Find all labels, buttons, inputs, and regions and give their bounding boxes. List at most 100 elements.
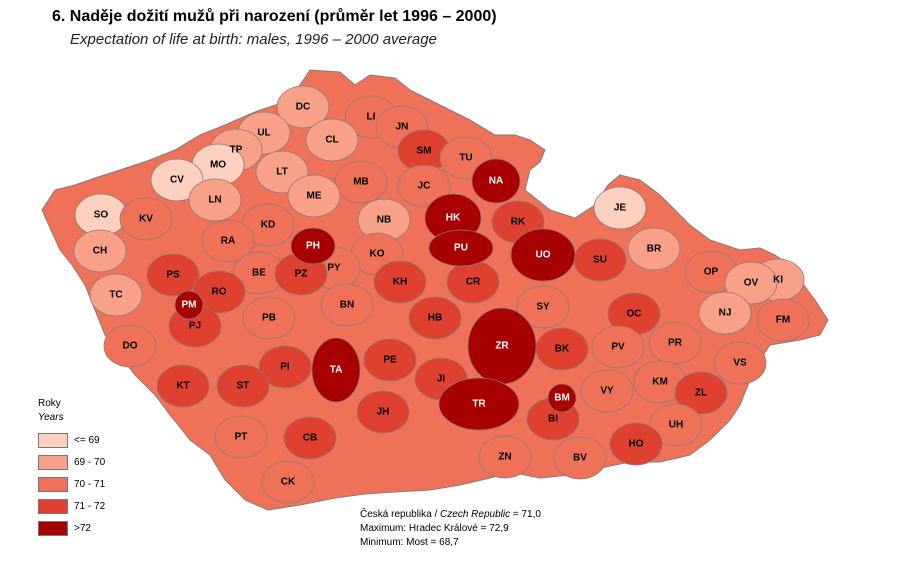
- legend-label: 71 - 72: [74, 500, 106, 512]
- district-label-ta: TA: [330, 365, 343, 376]
- district-jc: [397, 164, 451, 208]
- district-ra: [201, 219, 255, 263]
- district-ch: [73, 229, 127, 273]
- district-label-pu: PU: [454, 243, 468, 254]
- district-label-tc: TC: [109, 290, 122, 301]
- district-ps: [146, 253, 200, 297]
- district-label-fm: FM: [776, 315, 790, 326]
- district-label-ps: PS: [166, 270, 180, 281]
- district-label-kt: KT: [176, 381, 189, 392]
- legend-swatch: [38, 454, 68, 470]
- district-jh: [356, 390, 410, 434]
- district-kv: [119, 197, 173, 241]
- minimum-stat: Minimum: Most = 68,7: [360, 537, 459, 548]
- district-label-vy: VY: [600, 386, 614, 397]
- district-label-sm: SM: [417, 146, 432, 157]
- district-cb: [283, 416, 337, 460]
- district-label-do: DO: [123, 341, 138, 352]
- district-label-st: ST: [237, 381, 250, 392]
- district-label-pv: PV: [611, 342, 625, 353]
- district-ck: [261, 460, 315, 504]
- district-label-pb: PB: [262, 313, 276, 324]
- district-bv: [553, 436, 607, 480]
- district-label-oc: OC: [627, 309, 642, 320]
- legend-swatch: [38, 432, 68, 448]
- district-label-bm: BM: [554, 393, 570, 404]
- district-label-be: BE: [252, 268, 266, 279]
- district-label-mb: MB: [353, 177, 369, 188]
- legend-item: 69 - 70: [38, 451, 105, 473]
- district-cl: [305, 118, 359, 162]
- district-ph: [290, 227, 336, 265]
- district-st: [216, 364, 270, 408]
- legend-label: 70 - 71: [74, 478, 106, 490]
- legend-item: 71 - 72: [38, 495, 105, 517]
- district-label-ra: RA: [221, 236, 235, 247]
- district-label-kv: KV: [139, 214, 153, 225]
- district-zn: [478, 435, 532, 479]
- district-label-ul: UL: [257, 128, 270, 139]
- district-label-ki: KI: [773, 275, 783, 286]
- district-label-ov: OV: [744, 278, 759, 289]
- district-label-ch: CH: [93, 246, 107, 257]
- district-label-bn: BN: [340, 300, 354, 311]
- district-label-uh: UH: [669, 420, 683, 431]
- summary-stats: Česká republika / Czech Republic = 71,0 …: [360, 508, 541, 550]
- district-ov: [724, 261, 778, 305]
- legend-label: 69 - 70: [74, 456, 106, 468]
- district-label-cr: CR: [466, 277, 481, 288]
- district-label-op: OP: [704, 267, 719, 278]
- district-label-br: BR: [647, 244, 662, 255]
- district-bm: [547, 383, 577, 413]
- district-dc: [276, 85, 330, 129]
- district-label-zl: ZL: [695, 388, 707, 399]
- district-label-ho: HO: [629, 439, 644, 450]
- legend-item: 70 - 71: [38, 473, 105, 495]
- district-label-kd: KD: [261, 220, 275, 231]
- district-bn: [320, 283, 374, 327]
- district-label-hk: HK: [446, 213, 461, 224]
- district-label-ro: RO: [212, 287, 227, 298]
- district-label-pe: PE: [383, 355, 397, 366]
- district-label-jn: JN: [396, 122, 409, 133]
- legend-label: >72: [74, 522, 91, 534]
- district-label-jc: JC: [418, 181, 431, 192]
- district-label-pj: PJ: [189, 321, 201, 332]
- district-label-tr: TR: [472, 399, 486, 410]
- district-vs: [713, 341, 767, 385]
- district-label-zn: ZN: [498, 452, 511, 463]
- district-kh: [373, 260, 427, 304]
- legend-swatch: [38, 520, 68, 536]
- district-br: [627, 227, 681, 271]
- district-label-ji: JI: [437, 374, 446, 385]
- map-subtitle: Expectation of life at birth: males, 199…: [70, 31, 437, 48]
- legend-title: Roky: [38, 398, 61, 409]
- district-label-pm: PM: [182, 300, 197, 311]
- district-label-ph: PH: [306, 241, 320, 252]
- district-label-rk: RK: [511, 217, 526, 228]
- legend-item: <= 69: [38, 429, 105, 451]
- district-vy: [580, 369, 634, 413]
- district-label-bv: BV: [573, 453, 587, 464]
- district-label-bk: BK: [555, 344, 570, 355]
- district-label-vs: VS: [733, 358, 747, 369]
- district-na: [471, 158, 521, 204]
- district-label-pr: PR: [668, 338, 683, 349]
- district-label-ko: KO: [370, 249, 385, 260]
- district-pv: [591, 325, 645, 369]
- legend-label: <= 69: [74, 434, 100, 446]
- district-label-py: PY: [327, 263, 341, 274]
- maximum-stat: Maximum: Hradec Králové = 72,9: [360, 523, 509, 534]
- district-label-ck: CK: [281, 477, 296, 488]
- district-label-jh: JH: [377, 407, 390, 418]
- district-label-ln: LN: [208, 195, 221, 206]
- district-label-su: SU: [593, 255, 607, 266]
- district-mb: [334, 160, 388, 204]
- district-label-pz: PZ: [295, 269, 308, 280]
- map-legend: Roky Years <= 69 69 - 70 70 - 71 71 - 72…: [38, 398, 105, 539]
- district-label-sy: SY: [536, 302, 550, 313]
- district-label-me: ME: [307, 191, 322, 202]
- legend-subtitle: Years: [38, 412, 64, 423]
- district-label-cl: CL: [325, 135, 338, 146]
- district-pi: [258, 345, 312, 389]
